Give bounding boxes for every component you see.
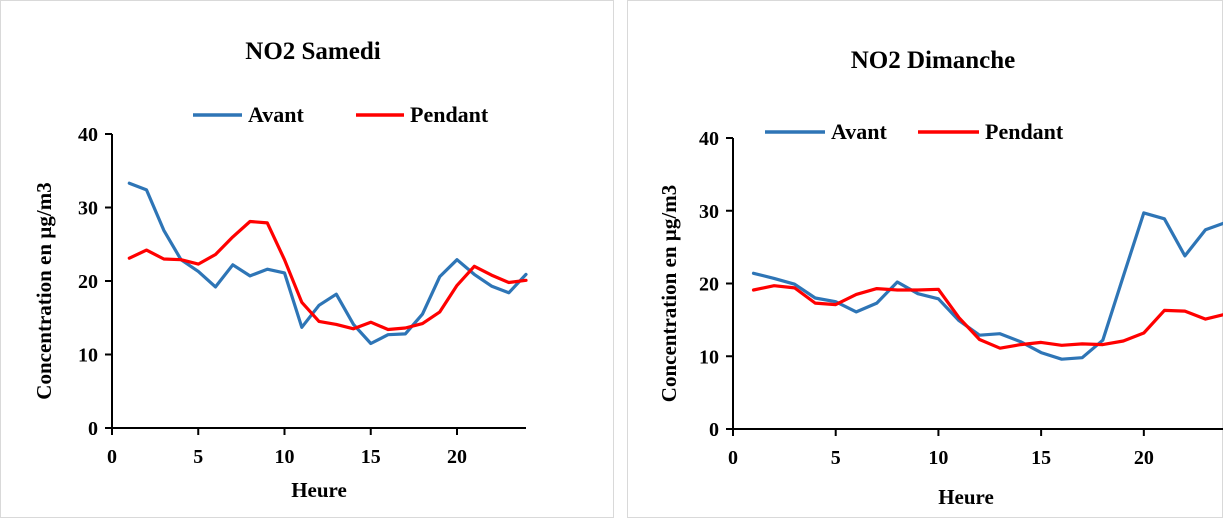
chart-samedi: NO2 Samedi 0 10 20 30 40 0 5 10 15 20 Heure Concentr… (1, 1, 615, 519)
y-axis-label: Concentration en µg/m3 (32, 182, 56, 399)
chart-title: NO2 Samedi (245, 38, 380, 65)
y-tick-label: 30 (699, 201, 719, 223)
x-tick-label: 0 (107, 446, 117, 468)
x-tick-label: 20 (447, 446, 467, 468)
x-axis-label: Heure (938, 485, 994, 509)
legend-label: Avant (831, 119, 887, 144)
x-tick-label: 15 (1031, 447, 1051, 469)
chart-title: NO2 Dimanche (851, 47, 1016, 74)
x-tick-label: 5 (831, 447, 841, 469)
y-tick-label: 0 (709, 419, 719, 441)
y-tick-label: 20 (78, 271, 98, 293)
x-tick-label: 15 (361, 446, 381, 468)
y-axis-label: Concentration en µg/m3 (657, 185, 681, 402)
y-tick-label: 40 (699, 128, 719, 150)
y-tick-label: 40 (78, 124, 98, 146)
y-tick-label: 10 (699, 346, 719, 368)
legend-label: Pendant (410, 102, 489, 127)
y-tick-label: 30 (78, 198, 98, 220)
series-line-pendant (754, 286, 1223, 349)
x-tick-label: 5 (193, 446, 203, 468)
legend-label: Avant (248, 102, 304, 127)
y-tick-label: 10 (78, 345, 98, 367)
x-tick-label: 0 (728, 447, 738, 469)
series-line-avant (129, 183, 526, 343)
y-tick-label: 0 (88, 418, 98, 440)
chart-dimanche: NO2 Dimanche 0 10 20 30 40 0 5 10 15 20 Heure Concen… (628, 1, 1223, 519)
chart-panel-dimanche: NO2 Dimanche 0 10 20 30 40 0 5 10 15 20 Heure Concen… (627, 0, 1223, 518)
x-tick-label: 10 (275, 446, 295, 468)
y-tick-label: 20 (699, 274, 719, 296)
series-line-pendant (129, 222, 526, 330)
series-line-avant (754, 213, 1223, 359)
legend-label: Pendant (985, 119, 1064, 144)
chart-panel-samedi: NO2 Samedi 0 10 20 30 40 0 5 10 15 20 Heure Concentr… (0, 0, 614, 518)
x-axis-label: Heure (291, 478, 347, 502)
x-tick-label: 20 (1134, 447, 1154, 469)
x-tick-label: 10 (928, 447, 948, 469)
